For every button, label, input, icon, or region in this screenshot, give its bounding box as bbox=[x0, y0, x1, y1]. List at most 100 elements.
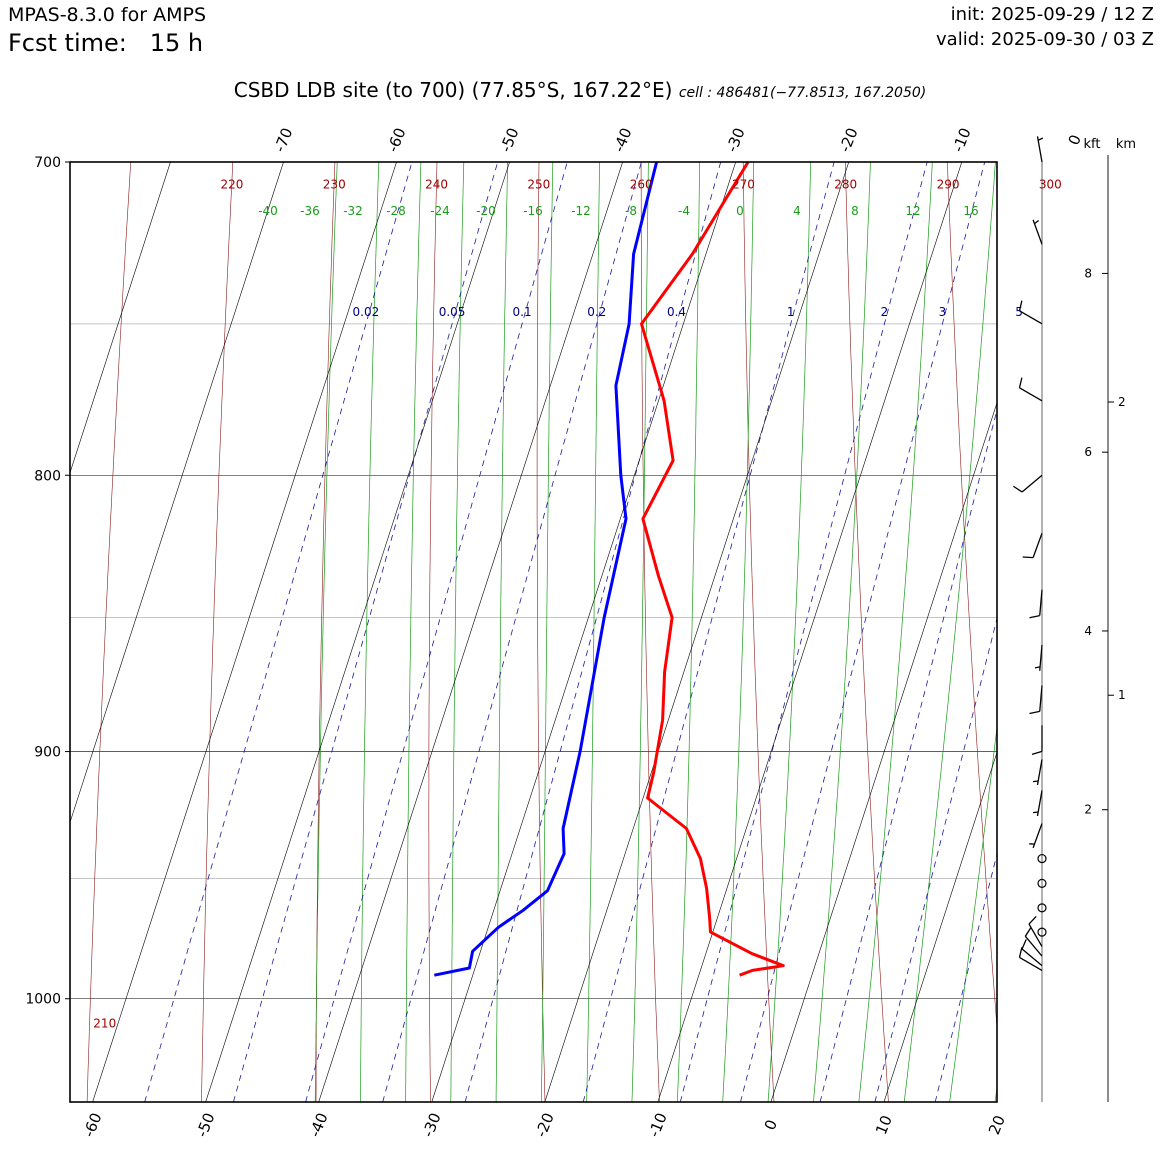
temperature-tick-label: 10 bbox=[872, 1113, 896, 1137]
dry-adiabat-label: 270 bbox=[732, 178, 755, 192]
pressure-tick-label: 900 bbox=[34, 745, 61, 761]
moist-adiabat bbox=[360, 162, 380, 1102]
moist-adiabat bbox=[767, 162, 812, 1102]
km-tick-label: 2 bbox=[1118, 395, 1126, 409]
moist-adiabat-label: 16 bbox=[963, 204, 978, 218]
wind-barb bbox=[1036, 136, 1044, 163]
top-isotherm-label: -10 bbox=[949, 125, 975, 154]
moist-adiabat bbox=[676, 162, 701, 1102]
moist-adiabat bbox=[540, 162, 554, 1102]
kft-tick-label: 4 bbox=[1084, 624, 1092, 638]
temperature-tick-label: -50 bbox=[193, 1110, 219, 1139]
forecast-time: Fcst time: 15 h bbox=[8, 29, 203, 57]
isotherm bbox=[70, 162, 171, 474]
moist-adiabat-label: 8 bbox=[851, 204, 859, 218]
mixing-ratio-label: 0.02 bbox=[353, 305, 380, 319]
moist-adiabat-label: -16 bbox=[523, 204, 543, 218]
forecast-time-value: 15 h bbox=[149, 29, 204, 57]
moist-adiabat bbox=[450, 162, 465, 1102]
mixing-ratio-line bbox=[582, 162, 835, 1102]
valid-time: valid: 2025-09-30 / 03 Z bbox=[936, 29, 1154, 50]
wind-barb bbox=[1031, 725, 1043, 755]
moist-adiabat bbox=[858, 162, 933, 1102]
wind-barb bbox=[1018, 947, 1043, 971]
mixing-ratio-label: 2 bbox=[881, 305, 889, 319]
dry-adiabat bbox=[947, 162, 997, 1032]
wind-barb bbox=[1029, 685, 1043, 715]
moist-adiabat bbox=[314, 162, 338, 1102]
isotherm bbox=[883, 751, 997, 1102]
mixing-ratio-label: 3 bbox=[939, 305, 947, 319]
moist-adiabat bbox=[405, 162, 422, 1102]
temperature-tick-label: 0 bbox=[761, 1117, 781, 1133]
wind-barb bbox=[1032, 790, 1043, 817]
moist-adiabat-label: -12 bbox=[571, 204, 591, 218]
mixing-ratio-line bbox=[679, 162, 928, 1102]
dry-adiabat bbox=[1152, 162, 1160, 1102]
mixing-ratio-line bbox=[874, 617, 997, 1102]
km-tick-label: 1 bbox=[1118, 688, 1126, 702]
km-axis-title: km bbox=[1116, 137, 1136, 152]
top-isotherm-label: -60 bbox=[384, 125, 410, 154]
pressure-tick-label: 700 bbox=[34, 155, 61, 171]
wind-barb bbox=[1032, 219, 1043, 245]
isotherm bbox=[70, 162, 284, 824]
top-isotherm-label: 0 bbox=[1065, 132, 1085, 148]
dry-adiabat-label: 240 bbox=[425, 178, 448, 192]
moist-adiabat-label: -36 bbox=[300, 204, 320, 218]
kft-tick-label: 8 bbox=[1084, 266, 1092, 280]
wind-barbs bbox=[1012, 136, 1047, 971]
wind-barb bbox=[1022, 532, 1043, 559]
calm-wind-marker bbox=[1037, 878, 1047, 888]
dry-adiabat-label: 280 bbox=[834, 178, 857, 192]
model-title: MPAS-8.3.0 for AMPS bbox=[8, 4, 207, 26]
moist-adiabat-label: -24 bbox=[430, 204, 450, 218]
isotherm bbox=[205, 162, 510, 1102]
calm-wind-marker bbox=[1037, 927, 1047, 937]
wind-barb bbox=[1029, 589, 1043, 619]
mixing-ratio-line bbox=[144, 162, 413, 1102]
mixing-ratio-line bbox=[819, 408, 997, 1102]
moist-adiabat-label: -8 bbox=[625, 204, 637, 218]
moist-adiabat bbox=[903, 162, 996, 1102]
temperature-tick-label: -10 bbox=[645, 1110, 671, 1139]
isotherm bbox=[318, 162, 623, 1102]
moist-adiabat bbox=[949, 724, 997, 1102]
temperature-tick-label: -40 bbox=[306, 1110, 332, 1139]
moist-adiabat-label: -20 bbox=[476, 204, 496, 218]
mixing-ratio-label: 1 bbox=[787, 305, 795, 319]
temperature-tick-label: 20 bbox=[985, 1113, 1009, 1137]
site-title: CSBD LDB site (to 700) (77.85°S, 167.22°… bbox=[0, 78, 1160, 102]
mixing-ratio-line bbox=[740, 162, 986, 1102]
mixing-ratio-label: 0.1 bbox=[513, 305, 532, 319]
dry-adiabat bbox=[201, 162, 234, 1102]
dry-adiabat-label: 300 bbox=[1039, 178, 1062, 192]
wind-barb bbox=[1029, 823, 1043, 849]
moist-adiabat-label: 12 bbox=[905, 204, 920, 218]
isotherm bbox=[544, 162, 850, 1102]
wind-barb bbox=[1018, 300, 1043, 325]
dry-adiabat-label: 230 bbox=[323, 178, 346, 192]
site-name: CSBD LDB site (to 700) (77.85°S, 167.22°… bbox=[233, 78, 673, 102]
isotherm bbox=[770, 401, 997, 1102]
temperature-tick-label: -20 bbox=[532, 1110, 558, 1139]
moist-adiabat-label: -40 bbox=[258, 204, 278, 218]
temperature-tick-label: -30 bbox=[419, 1110, 445, 1139]
top-isotherm-label: -30 bbox=[723, 125, 749, 154]
top-isotherm-label: -70 bbox=[271, 125, 297, 154]
dry-adiabat bbox=[428, 162, 438, 1102]
isotherm bbox=[431, 162, 736, 1102]
forecast-time-label: Fcst time: bbox=[8, 29, 127, 57]
isotherm bbox=[0, 162, 57, 1102]
moist-adiabat-label: 4 bbox=[793, 204, 801, 218]
moist-adiabat-label: -28 bbox=[386, 204, 406, 218]
kft-tick-label: 2 bbox=[1084, 803, 1092, 817]
init-time: init: 2025-09-29 / 12 Z bbox=[950, 4, 1154, 25]
mixing-ratio-line bbox=[233, 162, 499, 1102]
top-isotherm-label: -50 bbox=[497, 125, 523, 154]
dry-adiabat bbox=[640, 162, 660, 1102]
top-isotherm-label: -20 bbox=[836, 125, 862, 154]
dry-adiabat-label: 220 bbox=[221, 178, 244, 192]
dry-adiabat-label: 210 bbox=[93, 1016, 116, 1030]
moist-adiabat bbox=[631, 162, 649, 1102]
